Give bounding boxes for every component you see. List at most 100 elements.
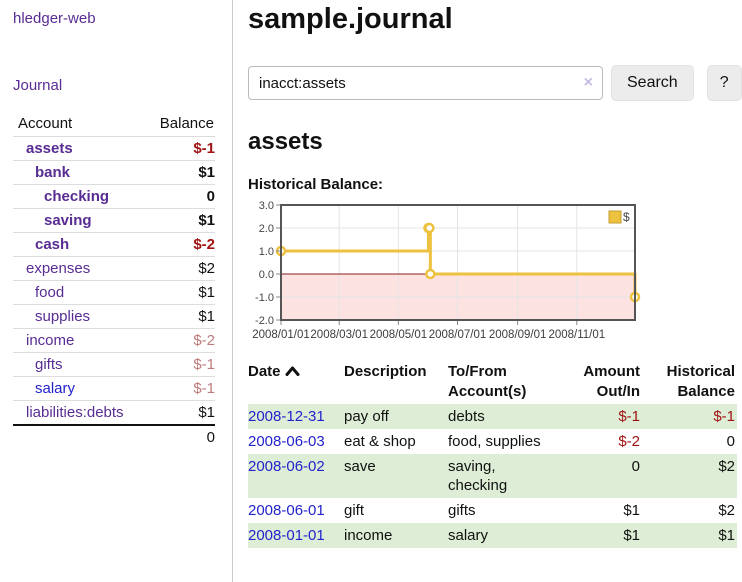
sidebar-account-link[interactable]: bank (35, 164, 71, 181)
search-form: × Search ? (248, 65, 742, 101)
sidebar-account-link[interactable]: gifts (35, 356, 63, 373)
transaction-accounts: food, supplies (448, 433, 541, 450)
transaction-row: 2008-06-02 save saving, checking 0 $2 (248, 454, 737, 498)
transaction-row: 2008-06-01 gift gifts $1 $2 (248, 498, 737, 523)
account-row: gifts $-1 (13, 352, 215, 377)
account-row: saving $1 (13, 208, 215, 233)
transaction-row: 2008-06-03 eat & shop food, supplies $-2 0 (248, 429, 737, 454)
sidebar-account-balance: $1 (143, 304, 215, 329)
register-header-amount: Amount Out/In (583, 363, 640, 400)
account-row: checking 0 (13, 184, 215, 209)
accounts-header-row: Account Balance (13, 112, 215, 137)
clear-search-icon[interactable]: × (583, 74, 593, 91)
account-row: liabilities:debts $1 (13, 400, 215, 425)
historical-balance-chart: 3.0 2.0 1.0 0.0 -1.0 -2.0 2008/01/01 2008/03/01… (252, 200, 641, 341)
app-title: hledger-web (13, 10, 220, 27)
sidebar-account-link[interactable]: expenses (26, 260, 91, 277)
sidebar-account-balance: $-1 (143, 376, 215, 401)
transaction-description: pay off (344, 408, 389, 425)
svg-text:2008/11/01: 2008/11/01 (548, 329, 605, 341)
sidebar-account-balance: $1 (143, 208, 215, 233)
sidebar-account-link[interactable]: assets (26, 140, 73, 157)
sidebar-account-link[interactable]: saving (44, 212, 92, 229)
svg-text:2008/05/01: 2008/05/01 (370, 329, 428, 341)
sidebar-item-journal[interactable]: Journal (13, 77, 63, 94)
register-header-balance: Historical Balance (666, 363, 735, 400)
transaction-amount: $-2 (618, 433, 640, 450)
sidebar-account-link[interactable]: supplies (35, 308, 91, 325)
account-row: assets $-1 (13, 136, 215, 161)
transaction-description: eat & shop (344, 433, 416, 450)
sort-ascending-icon (285, 362, 300, 382)
account-row: salary $-1 (13, 376, 215, 401)
transaction-balance: $2 (718, 502, 735, 519)
search-input-wrap: × (248, 66, 603, 100)
transaction-amount: $1 (623, 527, 640, 544)
accounts-header-account: Account (18, 115, 73, 132)
register-header-row: Date Description To/From Account(s) Amou… (248, 360, 737, 404)
transaction-date-link[interactable]: 2008-06-03 (248, 433, 325, 450)
transaction-date-link[interactable]: 2008-12-31 (248, 408, 325, 425)
sidebar-account-balance: $-1 (143, 136, 215, 161)
sidebar-account-link[interactable]: income (26, 332, 75, 349)
accounts-total: 0 (143, 424, 215, 449)
sidebar-account-link[interactable]: liabilities:debts (26, 404, 124, 421)
account-row: bank $1 (13, 160, 215, 185)
transaction-amount: $-1 (618, 408, 640, 425)
transaction-description: gift (344, 502, 365, 519)
sidebar-nav: Journal (13, 77, 220, 94)
svg-text:2008/03/01: 2008/03/01 (310, 329, 368, 341)
account-page-title: assets (248, 128, 323, 155)
accounts-table: Account Balance assets $-1 bank $1 checking 0… (13, 112, 215, 449)
search-input[interactable] (248, 66, 603, 100)
svg-text:$: $ (623, 210, 630, 224)
account-row: food $1 (13, 280, 215, 305)
sidebar-account-link[interactable]: food (35, 284, 65, 301)
search-button[interactable]: Search (611, 65, 694, 101)
svg-text:1.0: 1.0 (259, 246, 274, 258)
transaction-amount: $1 (623, 502, 640, 519)
app-title-link[interactable]: hledger-web (13, 10, 96, 27)
account-row: income $-2 (13, 328, 215, 353)
transaction-amount: 0 (631, 458, 640, 475)
transaction-date-link[interactable]: 2008-06-01 (248, 502, 325, 519)
transaction-date-link[interactable]: 2008-06-02 (248, 458, 325, 475)
transaction-date-link[interactable]: 2008-01-01 (248, 527, 325, 544)
register-table: Date Description To/From Account(s) Amou… (248, 360, 737, 548)
transaction-balance: 0 (726, 433, 735, 450)
sidebar-account-balance: $1 (143, 160, 215, 185)
sidebar-account-balance: $1 (143, 280, 215, 305)
svg-text:0.0: 0.0 (259, 269, 274, 281)
transaction-row: 2008-12-31 pay off debts $-1 $-1 (248, 404, 737, 429)
sidebar-account-balance: $2 (143, 256, 215, 281)
register-header-accounts: To/From Account(s) (448, 363, 527, 400)
account-row: expenses $2 (13, 256, 215, 281)
transaction-accounts: salary (448, 527, 489, 544)
accounts-total-row: 0 (13, 424, 215, 449)
transaction-accounts: saving, checking (448, 458, 508, 494)
sidebar-account-balance: $1 (143, 400, 215, 425)
svg-text:2.0: 2.0 (259, 223, 274, 235)
svg-text:3.0: 3.0 (259, 200, 274, 212)
transaction-balance: $2 (718, 458, 735, 475)
chart-title: Historical Balance: (248, 176, 384, 193)
sidebar-account-balance: $-1 (143, 352, 215, 377)
sidebar-account-link[interactable]: salary (35, 380, 76, 397)
transaction-balance: $1 (718, 527, 735, 544)
svg-text:2008/09/01: 2008/09/01 (489, 329, 547, 341)
register-header-date[interactable]: Date (248, 360, 344, 404)
transaction-description: save (344, 458, 376, 475)
svg-text:-2.0: -2.0 (255, 315, 274, 327)
transaction-description: income (344, 527, 393, 544)
account-row: cash $-2 (13, 232, 215, 257)
transaction-accounts: debts (448, 408, 485, 425)
register-header-description: Description (344, 363, 427, 380)
sidebar-account-balance: 0 (143, 184, 215, 209)
transaction-row: 2008-01-01 income salary $1 $1 (248, 523, 737, 548)
sidebar-account-link[interactable]: cash (35, 236, 70, 253)
sidebar-account-balance: $-2 (143, 232, 215, 257)
sidebar-account-link[interactable]: checking (44, 188, 110, 205)
help-button[interactable]: ? (706, 65, 742, 101)
svg-text:2008/07/01: 2008/07/01 (429, 329, 487, 341)
